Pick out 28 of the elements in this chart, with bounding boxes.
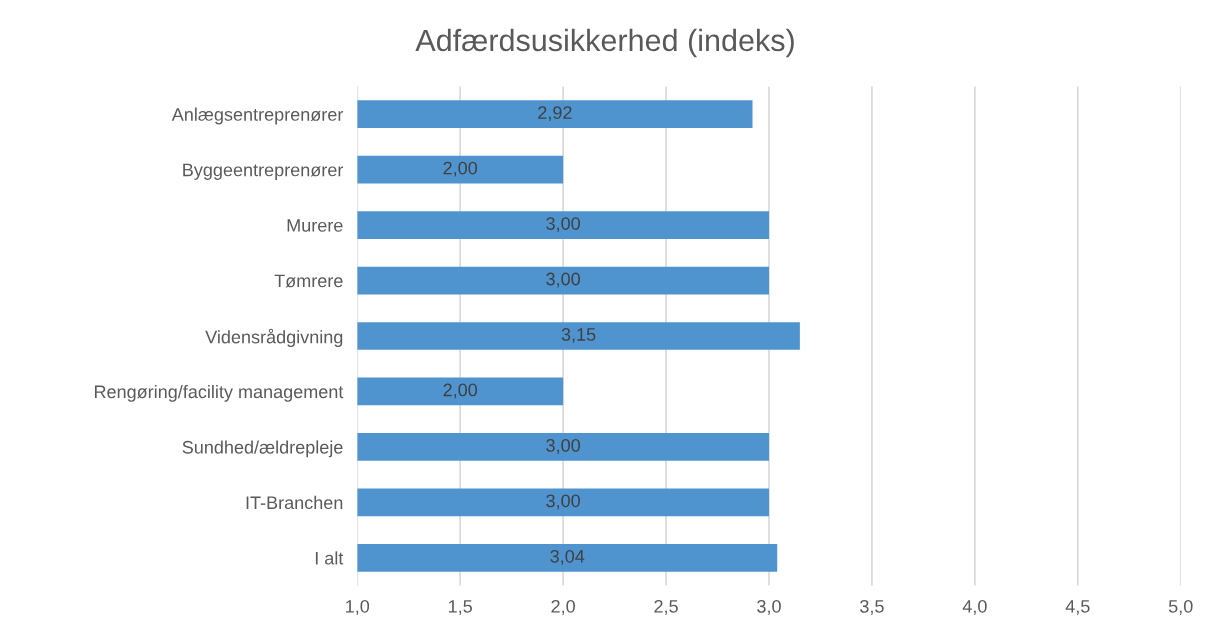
- x-tick-label: 2,5: [654, 599, 678, 615]
- data-label: 3,00: [546, 272, 580, 288]
- data-label: 3,00: [546, 217, 580, 233]
- y-tick-label: Byggeentreprenører: [183, 163, 344, 180]
- y-tick-label: Sundhed/ældrepleje: [182, 440, 343, 458]
- y-tick-label: IT-Branchen: [246, 495, 343, 510]
- chart-title: Adfærdsusikkerhed (indeks): [415, 28, 794, 58]
- y-tick-label: Rengøring/facility management: [94, 384, 344, 402]
- x-tick-label: 1,0: [346, 599, 370, 615]
- x-tick-label: 4,0: [962, 599, 987, 615]
- data-label: 2,00: [443, 161, 478, 177]
- y-tick-label: Tømrere: [274, 274, 343, 288]
- y-tick-label: Murere: [287, 219, 343, 232]
- data-label: 3,04: [550, 549, 585, 565]
- y-tick-label: I alt: [315, 551, 344, 565]
- y-tick-label: Vidensrådgivning: [205, 328, 343, 348]
- data-label: 2,00: [443, 383, 478, 399]
- data-label: 2,92: [538, 106, 572, 122]
- x-tick-label: 5,0: [1168, 599, 1193, 615]
- x-tick-label: 3,0: [757, 599, 781, 615]
- data-label: 3,00: [546, 494, 580, 510]
- y-tick-label: Anlægsentreprenører: [171, 107, 344, 125]
- x-tick-label: 3,5: [860, 599, 884, 615]
- x-tick-label: 1,5: [449, 600, 472, 615]
- x-tick-label: 4,5: [1065, 600, 1090, 615]
- x-tick-label: 2,0: [551, 599, 575, 615]
- data-label: 3,15: [561, 328, 596, 343]
- data-label: 3,00: [546, 438, 580, 454]
